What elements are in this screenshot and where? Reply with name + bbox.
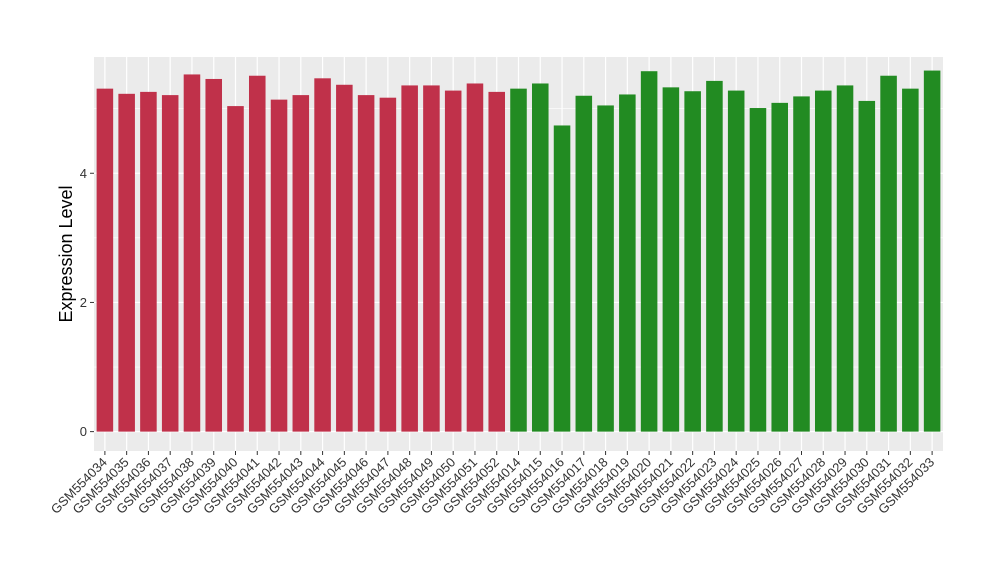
bar-GSM554024 bbox=[727, 90, 745, 432]
y-axis: 0 2 4 bbox=[80, 166, 94, 439]
bar-GSM554036 bbox=[140, 91, 157, 432]
bar-GSM554038 bbox=[183, 74, 201, 432]
bar-GSM554043 bbox=[292, 95, 310, 432]
bar-GSM554040 bbox=[227, 106, 244, 432]
bar-GSM554037 bbox=[161, 95, 179, 432]
y-tick-label: 4 bbox=[80, 166, 87, 181]
bar-GSM554050 bbox=[444, 90, 462, 432]
bar-GSM554032 bbox=[902, 88, 919, 432]
bar-GSM554017 bbox=[575, 95, 593, 432]
bar-GSM554022 bbox=[684, 91, 701, 432]
bar-GSM554019 bbox=[619, 94, 636, 432]
bars bbox=[96, 70, 941, 432]
bar-GSM554035 bbox=[118, 93, 135, 432]
bar-GSM554016 bbox=[553, 125, 571, 432]
bar-GSM554018 bbox=[597, 105, 614, 432]
bar-GSM554034 bbox=[96, 88, 114, 432]
bar-GSM554033 bbox=[923, 70, 941, 432]
y-tick-label: 2 bbox=[80, 295, 87, 310]
bar-GSM554044 bbox=[314, 78, 331, 432]
bar-GSM554021 bbox=[662, 87, 680, 432]
bar-GSM554042 bbox=[270, 99, 288, 432]
y-tick-label: 0 bbox=[80, 424, 87, 439]
bar-GSM554031 bbox=[880, 75, 897, 432]
bar-GSM554014 bbox=[510, 88, 527, 432]
bar-GSM554046 bbox=[357, 95, 375, 432]
bar-GSM554027 bbox=[793, 96, 810, 432]
x-axis: GSM554034GSM554035GSM554036GSM554037GSM5… bbox=[48, 451, 937, 517]
bar-GSM554020 bbox=[640, 71, 658, 432]
bar-GSM554028 bbox=[814, 90, 832, 432]
bar-GSM554047 bbox=[379, 97, 397, 432]
bar-GSM554029 bbox=[836, 85, 854, 432]
bar-GSM554026 bbox=[771, 102, 789, 432]
bar-GSM554039 bbox=[205, 78, 223, 432]
bar-GSM554049 bbox=[423, 85, 440, 432]
bar-GSM554041 bbox=[248, 75, 266, 432]
bar-GSM554030 bbox=[858, 100, 876, 432]
bar-GSM554045 bbox=[336, 84, 353, 432]
y-axis-title: Expression Level bbox=[56, 185, 76, 322]
bar-GSM554048 bbox=[401, 85, 418, 432]
bar-GSM554025 bbox=[749, 108, 767, 432]
bar-GSM554052 bbox=[488, 91, 506, 432]
bar-GSM554051 bbox=[466, 83, 484, 432]
bar-GSM554015 bbox=[531, 83, 549, 432]
bar-GSM554023 bbox=[706, 80, 723, 432]
